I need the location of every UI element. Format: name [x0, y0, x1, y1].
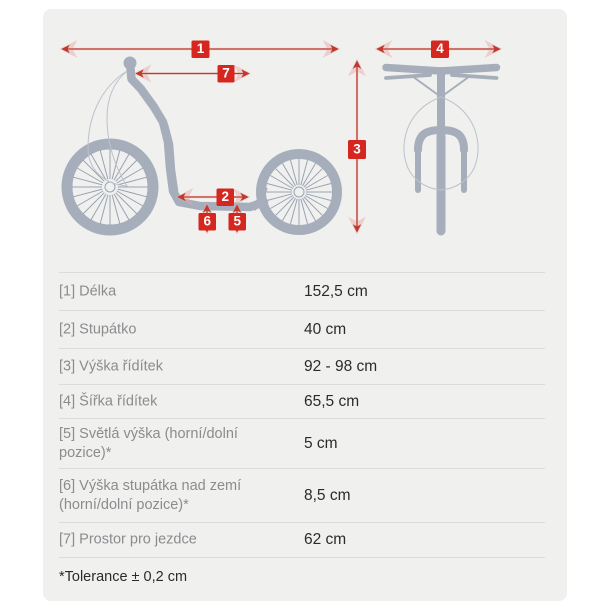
svg-text:4: 4 — [436, 41, 444, 56]
svg-text:7: 7 — [222, 66, 230, 81]
svg-text:1: 1 — [197, 41, 205, 56]
svg-text:2: 2 — [221, 189, 229, 204]
svg-text:5: 5 — [233, 214, 241, 229]
svg-text:3: 3 — [353, 142, 361, 157]
svg-text:6: 6 — [203, 214, 211, 229]
